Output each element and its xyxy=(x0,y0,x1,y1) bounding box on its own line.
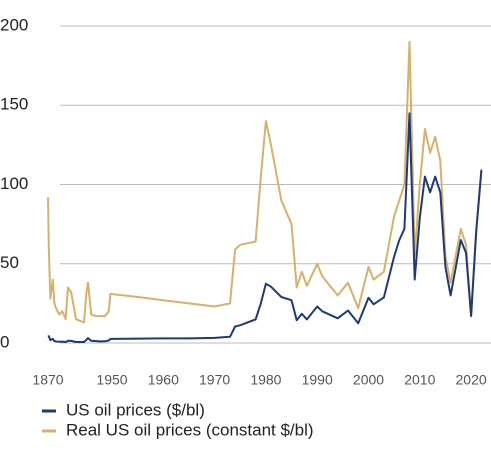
x-tick-label: 1990 xyxy=(302,372,333,388)
x-tick-label: 2010 xyxy=(404,372,435,388)
x-tick-label: 1950 xyxy=(96,372,127,388)
legend-label: Real US oil prices (constant $/bl) xyxy=(66,420,314,439)
line-series xyxy=(47,40,483,324)
x-tick-label: 2000 xyxy=(353,372,384,388)
y-tick-label: 100 xyxy=(0,174,28,193)
x-tick-label: 1870 xyxy=(32,372,63,388)
legend-label: US oil prices ($/bl) xyxy=(66,400,205,419)
x-tick-label: 1980 xyxy=(250,372,281,388)
y-tick-label: 200 xyxy=(0,15,28,34)
y-tick-label: 150 xyxy=(0,95,28,114)
line-series xyxy=(47,112,483,343)
y-tick-label: 50 xyxy=(0,253,19,272)
x-tick-label: 1970 xyxy=(199,372,230,388)
y-tick-label: 0 xyxy=(0,332,9,351)
x-tick-label: 2020 xyxy=(456,372,487,388)
x-tick-label: 1960 xyxy=(148,372,179,388)
